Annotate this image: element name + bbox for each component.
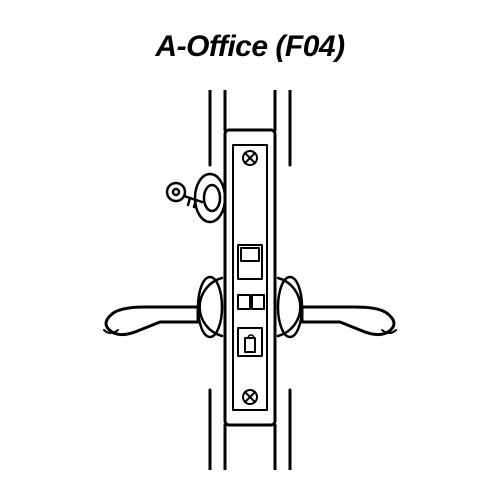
lever-handle-right xyxy=(302,307,396,335)
lock-diagram xyxy=(0,90,500,470)
cylinder-rose xyxy=(195,174,225,222)
lever-rose-left xyxy=(198,277,222,337)
lever-handle-left xyxy=(104,307,198,335)
top-screw-icon xyxy=(243,151,257,165)
deadbolt-indicator xyxy=(238,295,264,309)
latch-bolt xyxy=(241,248,259,261)
diagram-title: A-Office (F04) xyxy=(155,30,344,64)
bottom-screw-icon xyxy=(243,390,257,404)
lever-rose-right xyxy=(278,277,302,337)
aux-lock xyxy=(238,328,262,356)
